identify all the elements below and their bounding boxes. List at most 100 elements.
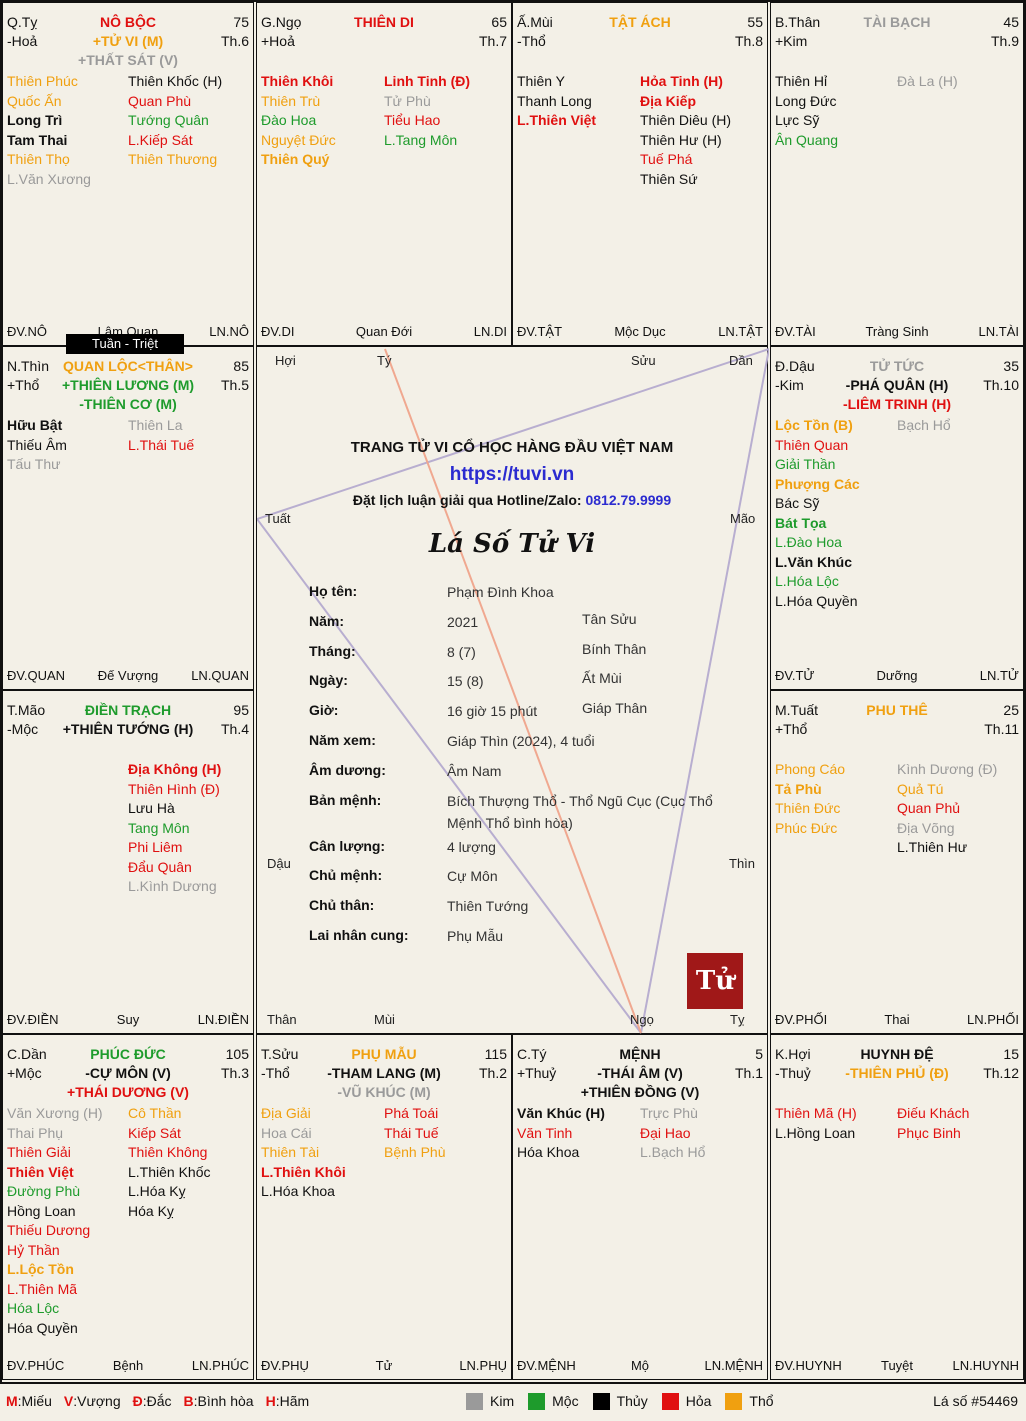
hotline-label: Đặt lịch luận giải qua Hotline/Zalo: — [352, 492, 582, 508]
palace-mao[interactable]: T.Mão -Mộc 95 Th.4 ĐIỀN TRẠCH +THIÊN TƯỚNG (H… — [2, 690, 254, 1034]
star-list-right: Hỏa Tinh (H) Địa Kiếp Thiên Diêu (H) Thiên … — [640, 72, 763, 189]
palace-thin[interactable]: N.Thìn +Thổ 85 Th.5 QUAN LỘC<THÂN> +THIÊN LƯƠ… — [2, 346, 254, 690]
star: Bác Sỹ — [775, 495, 820, 511]
star: L.Đào Hoa — [775, 534, 842, 550]
palace-ty[interactable]: Q.Tỵ -Hoả 75 Th.6 NÔ BỘC +TỬ VI (M) +THẤT SÁT … — [2, 2, 254, 346]
palace-ln: LN.TÀI — [978, 324, 1019, 339]
star: Phúc Đức — [775, 819, 838, 836]
star: L.Thiên Hư — [897, 839, 968, 855]
palace-header: TỬ TỨC -PHÁ QUÂN (H) -LIÊM TRINH (H) — [811, 357, 983, 414]
hotline-number[interactable]: 0812.79.9999 — [585, 492, 672, 508]
star: Quả Tú — [897, 780, 944, 797]
palace-branch-element: Đ.Dậu -Kim — [775, 357, 815, 395]
palace-hoi[interactable]: K.Hợi -Thuỷ 15 Th.12 HUYNH ĐỆ -THIÊN PHỦ (Đ) T… — [770, 1034, 1024, 1380]
palace-ln: LN.TẬT — [718, 324, 763, 339]
info-value: Giáp Thìn (2024), 4 tuổi — [447, 732, 595, 749]
palace-ngo[interactable]: G.Ngọ +Hoả 65 Th.7 THIÊN DI Thiên Khôi Thiên T… — [256, 2, 512, 346]
star: Điếu Khách — [897, 1105, 970, 1121]
star-list-left: Thiên Mã (H) L.Hồng Loan — [775, 1104, 897, 1143]
palace-stage: Tử — [375, 1358, 393, 1373]
palace-dv: ĐV.DI — [261, 324, 295, 339]
star: Thiên Hư (H) — [640, 131, 722, 148]
star: Thiên Hỉ — [775, 73, 828, 89]
main-star: -CỰ MÔN (V) — [85, 1065, 171, 1081]
palace-element: +Thổ — [775, 721, 808, 737]
legend-abbr-item: B:Bình hòa — [183, 1393, 254, 1409]
palace-stage: Tràng Sinh — [865, 324, 929, 339]
star: Đường Phù — [7, 1183, 81, 1199]
info-label: Chủ thân: — [309, 897, 375, 914]
star: Quan Phù — [128, 92, 192, 109]
tuan-triet-marker: Tuần - Triệt — [66, 334, 184, 354]
palace-age: 35 — [1003, 358, 1019, 374]
palace-than[interactable]: B.Thân +Kim 45 Th.9 TÀI BẠCH Thiên Hỉ Long Đức… — [770, 2, 1024, 346]
star: Thiên Thọ — [7, 151, 70, 167]
palace-dau[interactable]: Đ.Dậu -Kim 35 Th.10 TỬ TỨC -PHÁ QUÂN (H) -LIÊM… — [770, 346, 1024, 690]
palace-month: Th.1 — [734, 1065, 763, 1081]
palace-element: -Kim — [775, 377, 804, 393]
palace-branch: K.Hợi — [775, 1046, 811, 1062]
palace-dan[interactable]: C.Dần +Mộc 105 Th.3 PHÚC ĐỨC -CỰ MÔN (V) +THÁI… — [2, 1034, 254, 1380]
star: Thái Tuế — [384, 1124, 439, 1141]
star: Hóa Lộc — [7, 1300, 60, 1316]
palace-branch: C.Tý — [517, 1046, 547, 1062]
legend-abbr-item: H:Hãm — [265, 1393, 310, 1409]
star: Giải Thần — [775, 456, 836, 472]
palace-name: TỬ TỨC — [869, 358, 925, 374]
palace-age: 5 — [755, 1046, 763, 1062]
palace-header: TẬT ÁCH — [553, 13, 727, 32]
palace-stage: Tuyệt — [880, 1358, 914, 1373]
branch-dan: Dần — [729, 353, 753, 368]
star: L.Văn Xương — [7, 170, 91, 187]
palace-age-month: 15 Th.12 — [983, 1045, 1019, 1083]
star-list-right: Trực Phù Đại Hao L.Bạch Hổ — [640, 1104, 763, 1163]
palace-tuat[interactable]: M.Tuất +Thổ 25 Th.11 PHU THÊ Phong Cáo Tả Phù T… — [770, 690, 1024, 1034]
palace-month: Th.10 — [983, 377, 1019, 393]
palace-ln: LN.PHỤ — [459, 1358, 507, 1373]
star-list-left — [7, 760, 128, 897]
star: Thiếu Dương — [7, 1222, 91, 1238]
info-value: Phụ Mẫu — [447, 927, 504, 944]
star: Địa Giải — [261, 1105, 311, 1121]
star: Phục Binh — [897, 1124, 961, 1141]
star: Phi Liêm — [128, 839, 183, 855]
palace-mui[interactable]: Ấ.Mùi -Thổ 55 Th.8 TẬT ÁCH Thiên Y Thanh Long L… — [512, 2, 768, 346]
info-value: 4 lượng — [447, 838, 496, 855]
palace-name: PHU THÊ — [866, 702, 928, 718]
info-value: 16 giờ 15 phút — [447, 703, 538, 720]
star: Thiên Sứ — [640, 170, 698, 187]
info-row: Âm dương: Âm Nam — [309, 756, 739, 786]
palace-name: QUAN LỘC<THÂN> — [63, 358, 193, 374]
palace-dv: ĐV.PHỤ — [261, 1358, 309, 1373]
main-star: -PHÁ QUÂN (H) — [845, 377, 949, 393]
palace-name: PHÚC ĐỨC — [90, 1046, 166, 1062]
palace-dv: ĐV.NÔ — [7, 324, 47, 339]
palace-ln: LN.TỬ — [979, 668, 1019, 683]
palace-suu[interactable]: T.Sửu -Thổ 115 Th.2 PHỤ MẪU -THAM LANG (M) -VŨ… — [256, 1034, 512, 1380]
palace-header: THIÊN DI — [297, 13, 471, 32]
palace-element: +Thuỷ — [517, 1065, 557, 1081]
palace-element: -Mộc — [7, 721, 39, 737]
site-url-link[interactable]: https://tuvi.vn — [449, 464, 575, 485]
star-list-right: Địa Không (H) Thiên Hình (Đ) Lưu Hà Tang Mô… — [128, 760, 249, 897]
info-row: Ngày: 15 (8) Ất Mùi — [309, 666, 739, 696]
info-label: Họ tên: — [309, 583, 358, 599]
palace-ln: LN.NÔ — [209, 324, 249, 339]
palace-header: TÀI BẠCH — [811, 13, 983, 32]
palace-branch-element: T.Sửu -Thổ — [261, 1045, 298, 1083]
palace-branch: T.Sửu — [261, 1046, 299, 1062]
palace-name: MỆNH — [619, 1046, 661, 1062]
palace-branch-element: Q.Tỵ -Hoả — [7, 13, 37, 51]
palace-element: -Hoả — [7, 33, 38, 49]
palace-name: ĐIỀN TRẠCH — [84, 702, 172, 718]
palace-month: Th.3 — [220, 1065, 249, 1081]
star: Tướng Quân — [128, 112, 209, 128]
branch-thin: Thìn — [729, 856, 756, 871]
palace-dv: ĐV.HUYNH — [775, 1358, 842, 1373]
star-lists: Phong Cáo Tả Phù Thiên Đức Phúc Đức Kình Dươ… — [775, 760, 1019, 858]
branch-ngo: Ngọ — [630, 1012, 654, 1027]
star: Long Đức — [775, 92, 837, 109]
main-star: +TỬ VI (M) — [92, 33, 164, 49]
star-lists: Thiên Hỉ Long Đức Lực Sỹ Ân Quang Đà La (H) — [775, 72, 1019, 150]
palace-ti[interactable]: C.Tý +Thuỷ 5 Th.1 MỆNH -THÁI ÂM (V) +THIÊN ĐỒN… — [512, 1034, 768, 1380]
